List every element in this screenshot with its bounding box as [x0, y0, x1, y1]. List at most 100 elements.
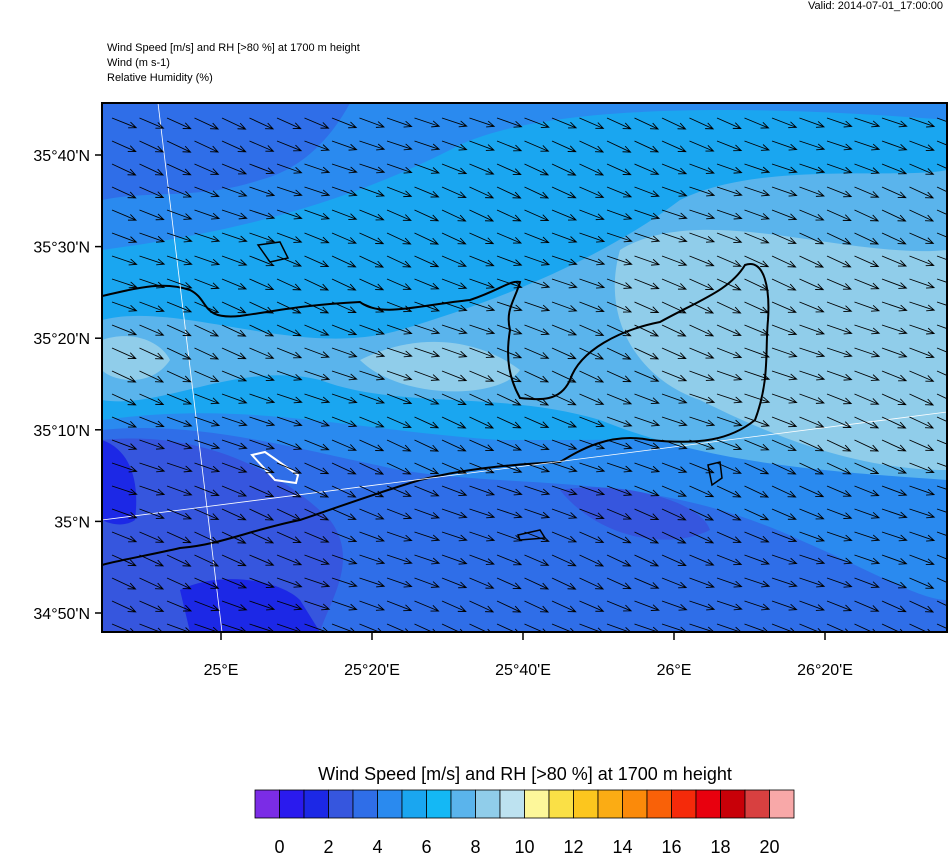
wind-arrow	[166, 370, 192, 383]
wind-arrow	[414, 554, 441, 565]
wind-arrow	[771, 416, 798, 428]
lat-label: 35°30'N	[33, 240, 90, 257]
colorbar-box	[352, 789, 378, 819]
wind-arrow	[854, 117, 881, 128]
wind-arrow	[634, 462, 661, 473]
wind-arrow	[249, 439, 276, 450]
wind-arrow	[799, 600, 825, 611]
wind-arrow	[139, 163, 165, 176]
wind-arrow	[936, 531, 947, 537]
wind-arrow	[386, 163, 413, 174]
wind-arrow	[936, 163, 947, 170]
wind-arrow	[689, 600, 716, 611]
wind-arrow	[524, 623, 547, 632]
wind-arrow	[304, 439, 330, 451]
wind-arrow	[276, 416, 303, 427]
wind-arrow	[909, 416, 935, 429]
colorbar-label: 14	[612, 837, 632, 854]
wind-arrow	[936, 485, 947, 490]
wind-arrow	[661, 347, 687, 360]
wind-arrow	[551, 439, 578, 450]
wind-arrow	[799, 554, 826, 565]
wind-arrow	[551, 301, 578, 312]
wind-arrow	[936, 393, 947, 400]
wind-arrow	[249, 278, 275, 290]
wind-arrow	[221, 209, 248, 220]
wind-arrow	[469, 209, 495, 222]
wind-arrow	[661, 462, 688, 473]
wind-arrow	[551, 508, 578, 519]
wind-arrow	[386, 117, 413, 128]
wind-arrow	[359, 186, 386, 197]
wind-arrow	[496, 163, 522, 176]
wind-arrow	[826, 393, 853, 405]
wind-arrow	[441, 117, 468, 128]
wind-arrow	[469, 163, 495, 175]
wind-arrow	[276, 370, 303, 381]
wind-arrow	[634, 140, 660, 153]
colorbar-box	[401, 789, 427, 819]
wind-arrow	[441, 416, 467, 429]
colorbar-box	[769, 789, 795, 819]
wind-arrow	[496, 370, 522, 383]
wind-arrow	[276, 163, 303, 174]
wind-arrow	[441, 531, 468, 542]
wind-arrow	[249, 600, 276, 611]
wind-arrow	[826, 370, 853, 381]
wind-arrow	[606, 508, 633, 520]
wind-arrow	[689, 370, 715, 381]
wind-arrow	[716, 347, 743, 359]
header-line: Wind Speed [m/s] and RH [>80 %] at 1700 …	[107, 42, 360, 54]
wind-arrow	[139, 577, 165, 590]
wind-arrow	[304, 232, 330, 244]
wind-arrow	[634, 163, 660, 175]
wind-arrow	[716, 163, 743, 174]
wind-arrow	[579, 301, 605, 313]
lat-label: 34°50'N	[33, 606, 90, 623]
wind-arrow	[221, 623, 248, 632]
wind-arrow	[441, 232, 467, 245]
wind-arrow	[469, 324, 496, 335]
wind-arrow	[936, 232, 947, 238]
wind-arrow	[359, 554, 386, 565]
wind-arrow	[579, 531, 605, 543]
wind-arrow	[744, 462, 770, 475]
wind-arrow	[716, 301, 742, 314]
wind-arrow	[249, 301, 275, 314]
wind-arrow	[414, 255, 440, 268]
wind-arrow	[221, 232, 248, 243]
wind-arrow	[331, 554, 358, 565]
wind-arrow	[386, 554, 413, 565]
wind-arrow	[716, 117, 742, 129]
wind-arrow	[551, 117, 578, 129]
wind-arrow	[249, 232, 276, 243]
wind-arrow	[744, 531, 770, 543]
wind-arrow	[579, 186, 605, 198]
wind-arrow	[854, 347, 881, 358]
wind-arrow	[111, 462, 138, 473]
wind-arrow	[661, 140, 687, 153]
wind-arrow	[304, 462, 330, 475]
wind-arrow	[661, 209, 688, 220]
wind-arrow	[936, 623, 947, 630]
wind-arrow	[194, 531, 220, 544]
wind-arrow	[606, 462, 633, 473]
wind-arrow	[771, 255, 797, 268]
wind-arrow	[881, 439, 907, 452]
colorbar-title: Wind Speed [m/s] and RH [>80 %] at 1700 …	[318, 764, 732, 784]
wind-arrow	[936, 301, 947, 306]
wind-arrow	[249, 117, 275, 130]
wind-arrow	[331, 232, 357, 244]
wind-arrow	[469, 554, 495, 565]
wind-arrow	[909, 485, 936, 496]
wind-arrow	[166, 324, 192, 337]
wind-arrow	[936, 186, 947, 193]
wind-arrow	[854, 232, 880, 245]
colorbar-box	[524, 789, 550, 819]
wind-arrow	[304, 600, 331, 611]
wind-arrow	[331, 324, 358, 336]
wind-arrow	[221, 117, 247, 130]
wind-arrow	[744, 370, 771, 381]
wind-arrow	[799, 255, 825, 268]
wind-arrow	[496, 508, 523, 519]
